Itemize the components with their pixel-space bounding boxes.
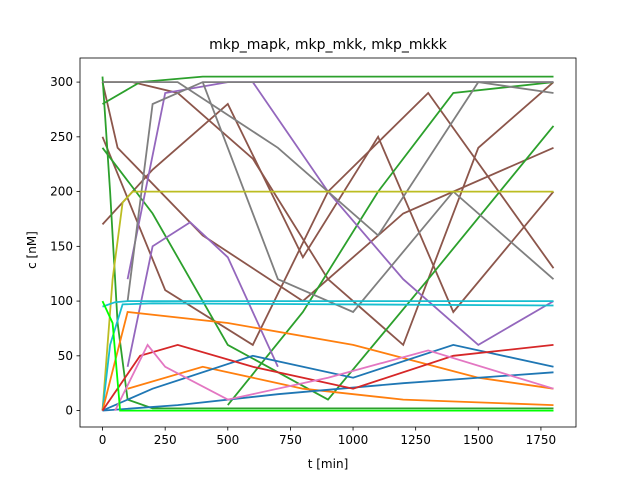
series-line-9: [126, 221, 279, 368]
y-axis-label: c [nM]: [25, 231, 39, 269]
series-line-11: [252, 81, 554, 347]
y-tick-label: 250: [50, 130, 73, 144]
y-tick-label: 300: [50, 75, 73, 89]
series-line-24: [101, 300, 554, 412]
series-line-1: [102, 81, 555, 347]
x-tick-label: 1000: [338, 433, 369, 447]
axes: 0 250 500 750 1000 1250 1500 1750 0 50 100 150 200 25…: [50, 57, 577, 447]
x-tick-label: 250: [154, 433, 177, 447]
x-tick-label: 500: [216, 433, 239, 447]
x-tick-label: 1750: [526, 433, 557, 447]
series-line-5: [101, 76, 554, 410]
series-line-17: [101, 302, 554, 411]
series-line-12: [126, 81, 554, 302]
chart-title: mkp_mapk, mkp_mkk, mkp_mkkk: [209, 37, 448, 53]
series-line-16: [102, 300, 554, 308]
y-tick-label: 200: [50, 185, 73, 199]
series-line-22: [101, 343, 554, 412]
y-tick-label: 50: [58, 349, 73, 363]
series-line-15: [101, 190, 554, 411]
y-tick-label: 150: [50, 239, 73, 253]
plot-lines: [101, 75, 555, 412]
series-line-4: [101, 81, 554, 303]
series-line-21: [102, 371, 554, 412]
x-tick-label: 1250: [400, 433, 431, 447]
series-line-3: [101, 91, 555, 347]
series-line-18: [101, 311, 554, 411]
y-tick-label: 100: [50, 294, 73, 308]
plot-frame: [79, 57, 577, 428]
series-line-6: [102, 75, 554, 105]
series-line-2: [101, 102, 555, 314]
series-line-20: [102, 343, 554, 412]
x-tick-label: 750: [279, 433, 302, 447]
x-axis-label: t [min]: [308, 457, 349, 471]
series-line-14: [201, 81, 555, 314]
y-tick-label: 0: [65, 404, 73, 418]
series-line-23: [114, 343, 554, 411]
x-tick-label: 1500: [463, 433, 494, 447]
x-tick-label: 0: [99, 433, 107, 447]
